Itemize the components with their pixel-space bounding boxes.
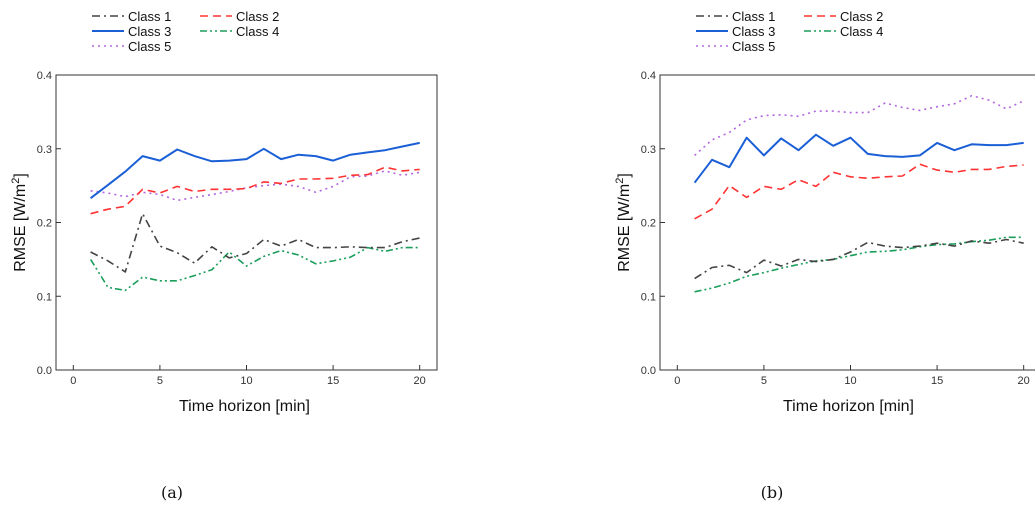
legend-label: Class 5: [128, 39, 171, 54]
chart-panel-b: 0 5 10 15 20 0.0 0.1 0.2 0.3 0.4 Time horizon [min…: [614, 9, 1035, 502]
series-group: [89, 141, 420, 292]
legend-label: Class 1: [128, 9, 171, 24]
legend-label: Class 3: [128, 24, 171, 39]
x-tick-label: 5: [157, 375, 163, 387]
legend-label: Class 5: [732, 39, 775, 54]
y-tick-label: 0.0: [37, 365, 52, 377]
x-tick-label: 5: [761, 375, 767, 387]
series-line-class-1: [694, 238, 1024, 280]
x-tick-label: 15: [931, 375, 943, 387]
legend-label: Class 4: [236, 24, 279, 39]
x-tick-label: 0: [674, 375, 680, 387]
series-line-class-2: [694, 163, 1024, 220]
series-line-class-4: [89, 246, 420, 292]
plot-frame: [659, 74, 1035, 371]
y-tick-label: 0.3: [37, 144, 52, 156]
x-tick-label: 20: [1018, 375, 1030, 387]
y-axis-label: RMSE [W/m2]: [10, 173, 29, 272]
legend: Class 1 Class 2 Class 3 Class 4 Class 5: [696, 9, 883, 54]
series-group: [693, 94, 1025, 293]
y-tick-label: 0.3: [641, 144, 656, 156]
series-line-class-5: [90, 170, 420, 202]
y-tick-label: 0.1: [37, 291, 52, 303]
y-tick-label: 0.4: [37, 70, 52, 82]
legend: Class 1 Class 2 Class 3 Class 4 Class 5: [92, 9, 279, 54]
y-axis-label: RMSE [W/m2]: [614, 173, 633, 272]
legend-label: Class 2: [840, 9, 883, 24]
series-line-class-5: [694, 94, 1025, 156]
legend-label: Class 4: [840, 24, 883, 39]
plot-frame: [55, 74, 438, 371]
legend-label: Class 1: [732, 9, 775, 24]
panel-caption: (b): [761, 483, 784, 502]
legend-label: Class 3: [732, 24, 775, 39]
legend-label: Class 2: [236, 9, 279, 24]
y-tick-label: 0.2: [641, 218, 656, 230]
chart-panel-a: 0 5 10 15 20 0.0 0.1 0.2 0.3 0.4 Time horizon [min…: [10, 9, 438, 502]
x-tick-label: 0: [70, 375, 76, 387]
panel-caption: (a): [161, 483, 183, 502]
x-tick-label: 20: [414, 375, 426, 387]
y-tick-label: 0.4: [641, 70, 656, 82]
series-line-class-3: [693, 133, 1024, 184]
x-axis-label: Time horizon [min]: [179, 398, 310, 415]
x-tick-label: 10: [240, 375, 252, 387]
y-tick-label: 0.1: [641, 291, 656, 303]
series-line-class-1: [90, 212, 420, 273]
series-line-class-4: [694, 236, 1024, 293]
x-axis-label: Time horizon [min]: [783, 398, 914, 415]
x-tick-label: 15: [327, 375, 339, 387]
series-line-class-3: [89, 141, 420, 199]
series-line-class-2: [90, 166, 420, 215]
x-tick-label: 10: [844, 375, 856, 387]
y-tick-label: 0.2: [37, 218, 52, 230]
y-tick-label: 0.0: [641, 365, 656, 377]
